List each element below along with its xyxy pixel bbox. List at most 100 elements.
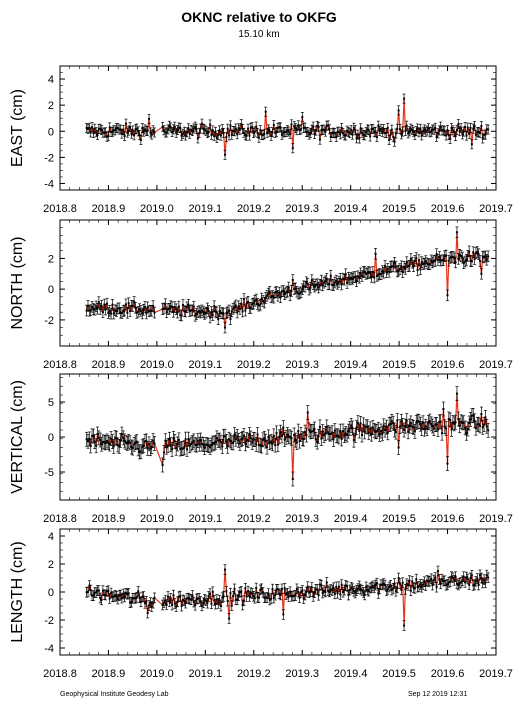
x-tick-label: 2019.0 [140, 359, 174, 371]
data-point [195, 597, 198, 600]
data-point [244, 309, 247, 312]
data-point [350, 276, 353, 279]
data-point [221, 596, 224, 599]
data-point [200, 122, 203, 125]
data-point [229, 318, 232, 321]
data-point [374, 130, 377, 133]
data-point [464, 260, 467, 263]
data-point [366, 425, 369, 428]
data-point [403, 265, 406, 268]
data-point [342, 591, 345, 594]
data-point [105, 439, 108, 442]
data-point [143, 305, 146, 308]
data-point [474, 251, 477, 254]
data-point [181, 303, 184, 306]
data-point [396, 127, 399, 130]
data-point [91, 434, 94, 437]
data-point [139, 139, 142, 142]
data-point [370, 128, 373, 131]
data-point [122, 593, 125, 596]
data-point [229, 592, 232, 595]
data-point [196, 439, 199, 442]
data-point [233, 306, 236, 309]
data-point [333, 132, 336, 135]
data-point [327, 589, 330, 592]
data-point [270, 597, 273, 600]
data-point [145, 600, 148, 603]
data-point [152, 439, 155, 442]
y-tick-label: -4 [44, 178, 54, 190]
data-point [210, 311, 213, 314]
data-point [314, 438, 317, 441]
data-point [298, 129, 301, 132]
data-point [257, 136, 260, 139]
data-point [435, 135, 438, 138]
data-point [390, 265, 393, 268]
data-point [382, 271, 385, 274]
data-point [242, 434, 245, 437]
data-point [358, 430, 361, 433]
data-point [313, 133, 316, 136]
y-tick-label: -2 [44, 315, 54, 327]
data-point [184, 134, 187, 137]
data-point [328, 128, 331, 131]
data-point [336, 434, 339, 437]
data-point [145, 312, 148, 315]
data-point [282, 613, 285, 616]
data-point [331, 589, 334, 592]
data-point [374, 430, 377, 433]
data-point [481, 137, 484, 140]
data-point [373, 276, 376, 279]
data-point [420, 261, 423, 264]
data-point [143, 128, 146, 131]
data-point [126, 311, 129, 314]
data-point [432, 427, 435, 430]
data-point [199, 311, 202, 314]
data-point [112, 312, 115, 315]
data-point [230, 310, 233, 313]
data-point [271, 588, 274, 591]
data-point [224, 153, 227, 156]
y-tick-label: -5 [44, 467, 54, 479]
data-point [417, 259, 420, 262]
data-point [129, 309, 132, 312]
data-point [207, 310, 210, 313]
data-point [171, 448, 174, 451]
data-point [472, 251, 475, 254]
data-point [95, 444, 98, 447]
data-point [116, 307, 119, 310]
data-point [352, 276, 355, 279]
data-point [367, 270, 370, 273]
data-point [276, 126, 279, 129]
data-point [161, 604, 164, 607]
data-point [245, 595, 248, 598]
data-point [461, 133, 464, 136]
data-point [398, 268, 401, 271]
data-point [386, 126, 389, 129]
data-point [362, 271, 365, 274]
data-point [89, 589, 92, 592]
data-point [91, 126, 94, 129]
data-point [190, 443, 193, 446]
data-point [152, 129, 155, 132]
data-point [99, 127, 102, 130]
data-point [88, 584, 91, 587]
data-point [192, 601, 195, 604]
data-point [120, 132, 123, 135]
data-point [142, 308, 145, 311]
data-point [230, 441, 233, 444]
data-point [196, 137, 199, 140]
data-point [285, 131, 288, 134]
x-tick-label: 2019.4 [334, 359, 368, 371]
data-point [255, 298, 258, 301]
data-point [449, 256, 452, 259]
data-point [129, 601, 132, 604]
data-point [370, 275, 373, 278]
data-point [214, 310, 217, 313]
data-point [268, 130, 271, 133]
data-point [188, 444, 191, 447]
data-point [291, 595, 294, 598]
data-point [371, 426, 374, 429]
data-point [165, 311, 168, 314]
data-point [347, 430, 350, 433]
